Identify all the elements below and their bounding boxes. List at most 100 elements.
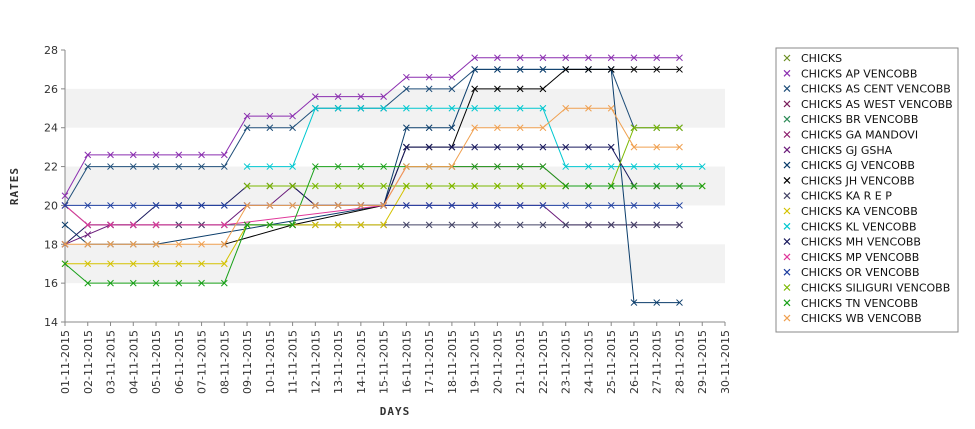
- data-point: [607, 202, 615, 209]
- y-tick-label: 18: [44, 238, 58, 251]
- data-point: [653, 299, 661, 306]
- data-point: [630, 163, 638, 170]
- y-tick-label: 24: [44, 122, 58, 135]
- data-point: [653, 163, 661, 170]
- data-point: [630, 299, 638, 306]
- data-point: [471, 54, 479, 62]
- legend-marker: [783, 207, 791, 215]
- legend-label: CHICKS GJ VENCOBB: [801, 159, 915, 172]
- data-point: [516, 182, 524, 190]
- data-point: [425, 85, 433, 93]
- data-point: [562, 182, 570, 190]
- x-tick-label: 13-11-2015: [332, 330, 345, 394]
- data-point: [266, 182, 274, 190]
- data-point: [448, 202, 456, 209]
- legend-marker: [783, 54, 791, 62]
- data-point: [516, 104, 524, 112]
- data-point: [380, 202, 387, 209]
- legend-marker: [783, 284, 791, 291]
- data-point: [494, 202, 501, 209]
- data-point: [380, 182, 387, 190]
- data-point: [334, 163, 342, 170]
- data-point: [129, 221, 137, 229]
- data-point: [84, 151, 92, 159]
- data-point: [448, 221, 456, 229]
- legend-marker: [783, 100, 791, 108]
- data-point: [289, 221, 296, 229]
- data-point: [425, 104, 433, 112]
- legend-marker: [783, 238, 791, 246]
- data-point: [562, 54, 570, 62]
- x-axis: 01-11-2015 02-11-2015 03-11-2015 04-11-2015…: [59, 321, 732, 394]
- data-point: [448, 104, 456, 112]
- data-point: [243, 112, 251, 120]
- data-point: [471, 124, 479, 132]
- data-point: [311, 104, 319, 112]
- data-point: [152, 279, 160, 287]
- data-point: [516, 202, 524, 209]
- data-point: [562, 143, 570, 151]
- data-point: [266, 202, 274, 209]
- data-point: [494, 85, 501, 93]
- data-point: [243, 182, 251, 190]
- data-point: [84, 231, 92, 238]
- data-point: [152, 260, 160, 268]
- data-point: [129, 279, 137, 287]
- data-point: [425, 202, 433, 209]
- data-point: [471, 182, 479, 190]
- legend-label: CHICKS AS WEST VENCOBB: [801, 98, 953, 111]
- x-tick-label: 11-11-2015: [287, 330, 300, 394]
- legend-box: [775, 47, 959, 333]
- legend-marker: [783, 161, 791, 169]
- legend-label: CHICKS: [801, 52, 842, 65]
- data-point: [198, 279, 205, 287]
- data-point: [448, 143, 456, 151]
- data-point: [562, 66, 570, 73]
- x-tick-label: 30-11-2015: [719, 330, 732, 394]
- data-point: [471, 85, 479, 93]
- data-point: [630, 66, 638, 73]
- data-point: [516, 66, 524, 73]
- data-point: [403, 104, 410, 112]
- data-point: [198, 151, 205, 159]
- legend-marker: [783, 85, 791, 93]
- data-point: [698, 163, 706, 170]
- data-point: [607, 182, 615, 190]
- data-point: [334, 93, 342, 100]
- legend-label: CHICKS KL VENCOBB: [801, 220, 917, 233]
- data-point: [107, 221, 114, 229]
- legend-label: CHICKS TN VENCOBB: [801, 297, 918, 310]
- legend-label: CHICKS MH VENCOBB: [801, 236, 921, 249]
- data-point: [107, 163, 114, 170]
- y-tick-label: 20: [44, 199, 58, 212]
- data-point: [403, 221, 410, 229]
- data-point: [653, 202, 661, 209]
- data-point: [198, 240, 205, 248]
- x-tick-label: 19-11-2015: [469, 330, 482, 394]
- data-point: [425, 143, 433, 151]
- data-point: [562, 104, 570, 112]
- data-point: [425, 182, 433, 190]
- data-point: [607, 143, 615, 151]
- data-point: [61, 221, 69, 229]
- data-point: [562, 221, 570, 229]
- x-tick-label: 24-11-2015: [582, 330, 595, 394]
- data-point: [630, 202, 638, 209]
- data-point: [380, 163, 387, 170]
- series: [61, 163, 706, 287]
- data-point: [357, 163, 365, 170]
- x-tick-label: 28-11-2015: [673, 330, 686, 394]
- data-point: [516, 124, 524, 132]
- data-point: [448, 182, 456, 190]
- y-tick-label: 16: [44, 277, 58, 290]
- data-point: [516, 143, 524, 151]
- data-point: [357, 202, 365, 209]
- data-point: [425, 73, 433, 81]
- data-point: [676, 163, 683, 170]
- y-axis: 14 16 18 20 22 24 26 28: [44, 44, 66, 329]
- data-point: [539, 163, 547, 170]
- data-point: [129, 240, 137, 248]
- y-tick-label: 28: [44, 44, 58, 57]
- data-point: [471, 66, 479, 73]
- data-point: [585, 182, 592, 190]
